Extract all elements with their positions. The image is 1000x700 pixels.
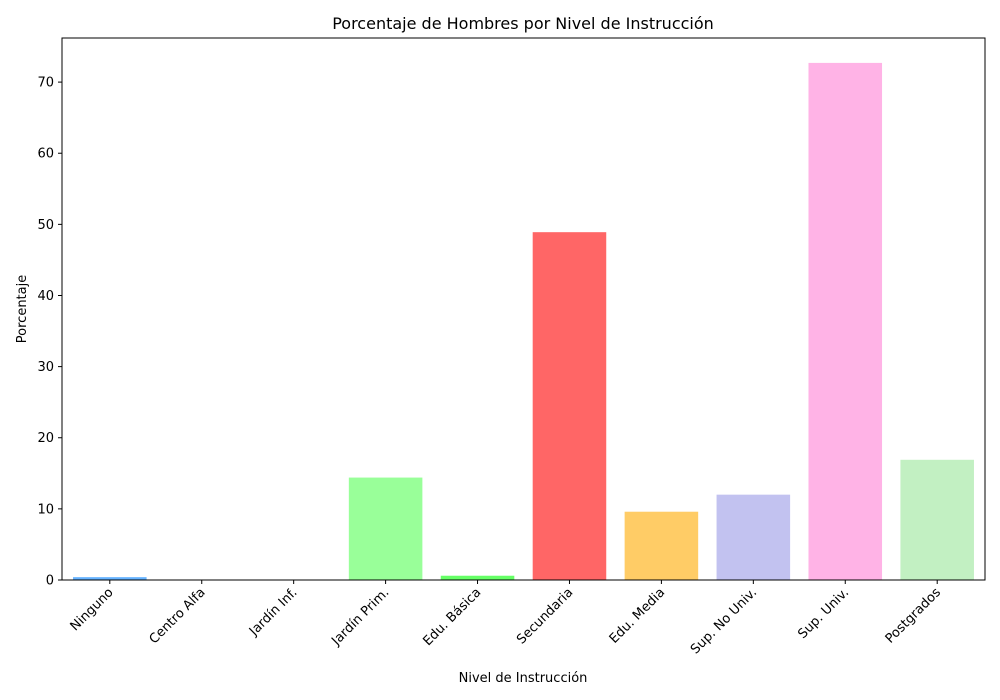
x-axis: Ninguno Centro Alfa Jardín Inf. Jardín Prim… <box>68 580 944 657</box>
y-tick-label: 10 <box>37 502 54 517</box>
y-tick-label: 0 <box>46 574 54 589</box>
x-tick-label: Jardín Prim. <box>328 585 392 649</box>
chart-title: Porcentaje de Hombres por Nivel de Instr… <box>332 14 714 33</box>
x-tick-label: Secundaria <box>514 585 576 647</box>
bar-7 <box>716 494 791 580</box>
plot-frame <box>61 37 986 581</box>
x-tick-label: Sup. No Univ. <box>688 585 760 657</box>
x-tick-label: Jardín Inf. <box>246 585 300 639</box>
x-tick-label: Ninguno <box>68 585 117 634</box>
y-tick-label: 20 <box>37 431 54 446</box>
bar-4 <box>440 575 515 580</box>
y-axis-label: Porcentaje <box>15 275 30 343</box>
bar-9 <box>900 459 974 580</box>
y-tick-label: 40 <box>37 289 54 304</box>
bar-6 <box>624 511 699 580</box>
y-tick-label: 70 <box>37 76 54 91</box>
bar-8 <box>808 62 883 580</box>
y-tick-label: 60 <box>37 147 54 162</box>
x-axis-label: Nivel de Instrucción <box>459 671 588 686</box>
x-tick-label: Sup. Univ. <box>795 585 852 642</box>
x-tick-label: Postgrados <box>883 585 944 646</box>
y-tick-label: 50 <box>37 218 54 233</box>
x-tick-label: Edu. Media <box>607 585 669 647</box>
y-tick-label: 30 <box>37 360 54 375</box>
bar-0 <box>73 577 147 580</box>
x-tick-label: Edu. Básica <box>420 585 484 649</box>
x-tick-label: Centro Alfa <box>147 585 209 647</box>
bar-3 <box>348 477 423 580</box>
bars-group <box>73 62 974 580</box>
bar-5 <box>532 232 607 580</box>
y-axis: 0 10 20 30 40 50 60 70 <box>37 76 62 589</box>
